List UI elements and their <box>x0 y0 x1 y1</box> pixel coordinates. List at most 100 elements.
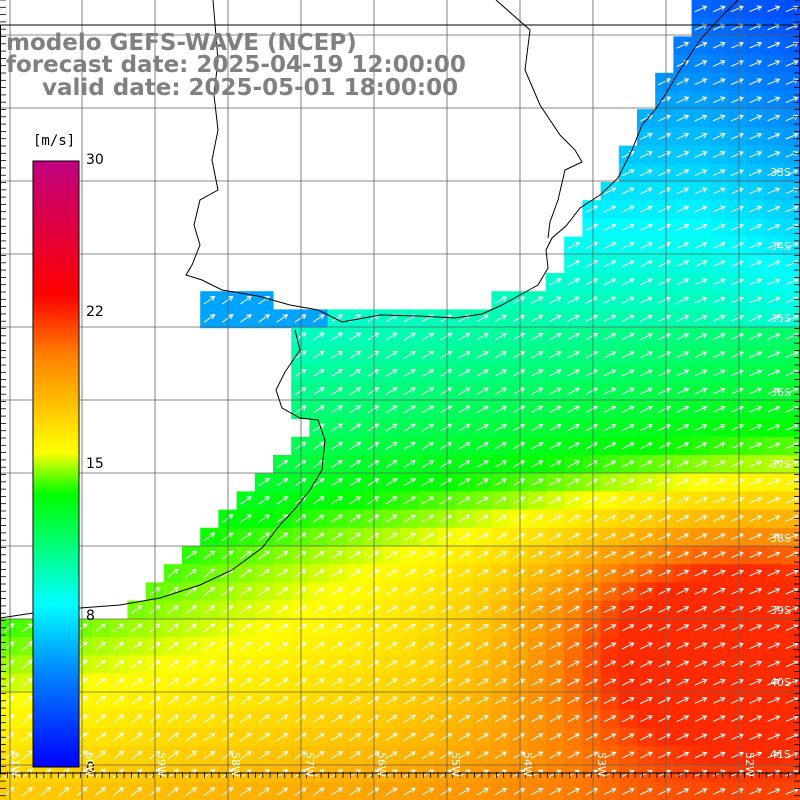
wind-arrow <box>730 587 744 595</box>
wind-arrow <box>640 715 653 723</box>
forecast-date: forecast date: 2025-04-19 12:00:00 <box>6 52 466 78</box>
wind-arrow <box>603 460 617 468</box>
wind-arrow <box>712 314 726 322</box>
wind-arrow <box>367 332 380 341</box>
wind-arrow <box>349 678 362 687</box>
wind-arrow <box>749 788 763 795</box>
colorbar-tick-15: 15 <box>86 456 104 472</box>
wind-arrow <box>221 641 234 651</box>
wind-arrow <box>712 369 726 377</box>
wind-arrow <box>3 659 15 669</box>
wind-arrow <box>730 5 744 13</box>
wind-arrow <box>221 750 234 760</box>
lat-label-39s: 39S <box>770 604 791 617</box>
wind-arrow <box>767 351 781 358</box>
wind-arrow <box>567 296 580 304</box>
wind-arrow <box>167 641 179 651</box>
wind-arrow <box>658 169 672 177</box>
wind-arrow <box>421 351 435 359</box>
wind-arrow <box>658 351 672 359</box>
wind-arrow <box>385 496 398 505</box>
wind-arrow <box>440 624 453 632</box>
wind-arrow <box>530 405 544 414</box>
wind-arrow <box>640 369 653 377</box>
wind-arrow <box>621 478 635 486</box>
wind-arrow <box>585 642 599 650</box>
wind-arrow <box>476 442 489 450</box>
wind-arrow <box>130 677 143 687</box>
wind-arrow <box>694 242 708 249</box>
wind-arrow <box>94 714 106 724</box>
wind-arrow <box>258 751 270 760</box>
wind-arrow <box>585 715 599 723</box>
wind-arrow <box>549 369 562 377</box>
wind-arrow <box>549 460 562 468</box>
wind-arrow <box>349 405 362 414</box>
wind-arrow <box>458 751 471 760</box>
wind-arrow <box>203 750 216 760</box>
wind-arrow <box>21 732 34 742</box>
wind-arrow <box>785 242 799 249</box>
wind-arrow <box>640 533 653 541</box>
wind-arrow <box>458 369 471 377</box>
wind-arrow <box>312 478 325 487</box>
wind-arrow <box>440 332 453 341</box>
wind-arrow <box>403 514 416 523</box>
wind-arrow <box>403 696 416 705</box>
wind-arrow <box>640 278 653 286</box>
wind-arrow <box>385 678 398 687</box>
wind-arrow <box>658 697 672 704</box>
wind-arrow <box>385 423 398 432</box>
wind-arrow <box>658 587 672 595</box>
wind-arrow <box>676 333 690 340</box>
wind-arrow <box>658 424 672 431</box>
wind-arrow <box>312 732 325 742</box>
wind-arrow <box>203 641 216 651</box>
wind-arrow <box>3 641 15 651</box>
wind-arrow <box>676 533 690 541</box>
wind-arrow <box>567 460 580 468</box>
wind-arrow <box>276 532 289 542</box>
wind-arrow <box>440 514 453 523</box>
wind-arrow <box>330 642 344 651</box>
wind-arrow <box>712 132 726 140</box>
wind-arrow <box>712 333 726 340</box>
wind-arrow <box>203 678 216 687</box>
wind-arrow <box>276 678 289 687</box>
wind-arrow <box>730 551 744 559</box>
wind-arrow <box>585 751 599 759</box>
wind-arrow <box>312 405 325 414</box>
wind-arrow <box>494 642 508 650</box>
wind-arrow <box>476 569 489 577</box>
wind-arrow <box>585 569 599 577</box>
wind-arrow <box>658 569 672 577</box>
wind-arrow <box>203 623 216 633</box>
wind-arrow <box>440 733 453 741</box>
wind-arrow <box>621 369 635 377</box>
wind-arrow <box>476 696 489 705</box>
wind-arrow <box>476 660 489 668</box>
wind-arrow <box>676 205 690 213</box>
wind-arrow <box>749 387 763 395</box>
wind-arrow <box>640 150 653 158</box>
wind-arrow <box>585 369 599 377</box>
wind-arrow <box>330 733 344 742</box>
wind-arrow <box>621 605 635 614</box>
wind-arrow <box>440 605 453 614</box>
wind-arrow <box>603 624 617 632</box>
wind-arrow <box>294 387 307 396</box>
wind-arrow <box>567 696 580 705</box>
wind-arrow <box>749 5 763 13</box>
wind-arrow <box>440 460 453 468</box>
wind-arrow <box>440 442 453 450</box>
wind-arrow <box>549 351 562 359</box>
wind-arrow <box>694 132 708 140</box>
wind-arrow <box>185 587 198 596</box>
wind-arrow <box>549 587 562 595</box>
wind-arrow <box>440 351 453 359</box>
wind-arrow <box>367 569 380 578</box>
wind-arrow <box>476 715 489 723</box>
wind-arrow <box>712 788 726 795</box>
wind-arrow <box>458 587 471 596</box>
wind-arrow <box>530 369 544 377</box>
